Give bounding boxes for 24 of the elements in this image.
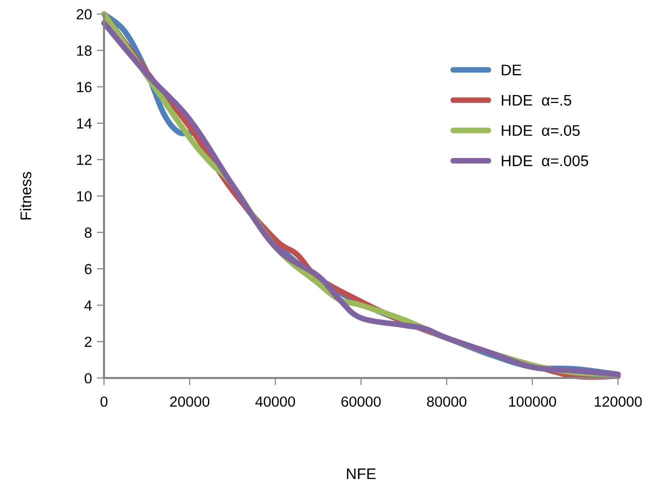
legend-label: HDE α=.5: [502, 94, 572, 106]
legend-label: HDE α=.005: [502, 155, 588, 166]
y-tick-label: 16: [77, 82, 92, 92]
y-tick-label: 10: [77, 191, 92, 202]
y-tick-label: 0: [84, 373, 92, 384]
y-tick-label: 6: [84, 264, 92, 274]
x-tick-label: 100000: [509, 396, 556, 407]
x-tick-label: 20000: [170, 396, 210, 407]
y-tick-label: 14: [77, 118, 92, 128]
y-tick-label: 4: [84, 300, 92, 310]
x-axis-title: NFE: [346, 468, 376, 480]
x-tick-label: 60000: [341, 396, 381, 407]
legend-label: DE: [502, 64, 522, 76]
y-tick-label: 12: [77, 154, 92, 165]
y-tick-label: 20: [76, 9, 92, 20]
x-tick-label: 0: [100, 396, 108, 407]
x-tick-label: 120000: [594, 396, 642, 407]
y-tick-label: 18: [77, 46, 92, 56]
y-tick-label: 8: [84, 228, 92, 238]
x-tick-label: 80000: [427, 396, 466, 407]
y-axis-title: Fitness: [20, 172, 32, 220]
y-tick-label: 2: [84, 336, 92, 347]
legend-label: HDE α=.05: [502, 125, 580, 136]
x-tick-label: 40000: [255, 396, 296, 407]
